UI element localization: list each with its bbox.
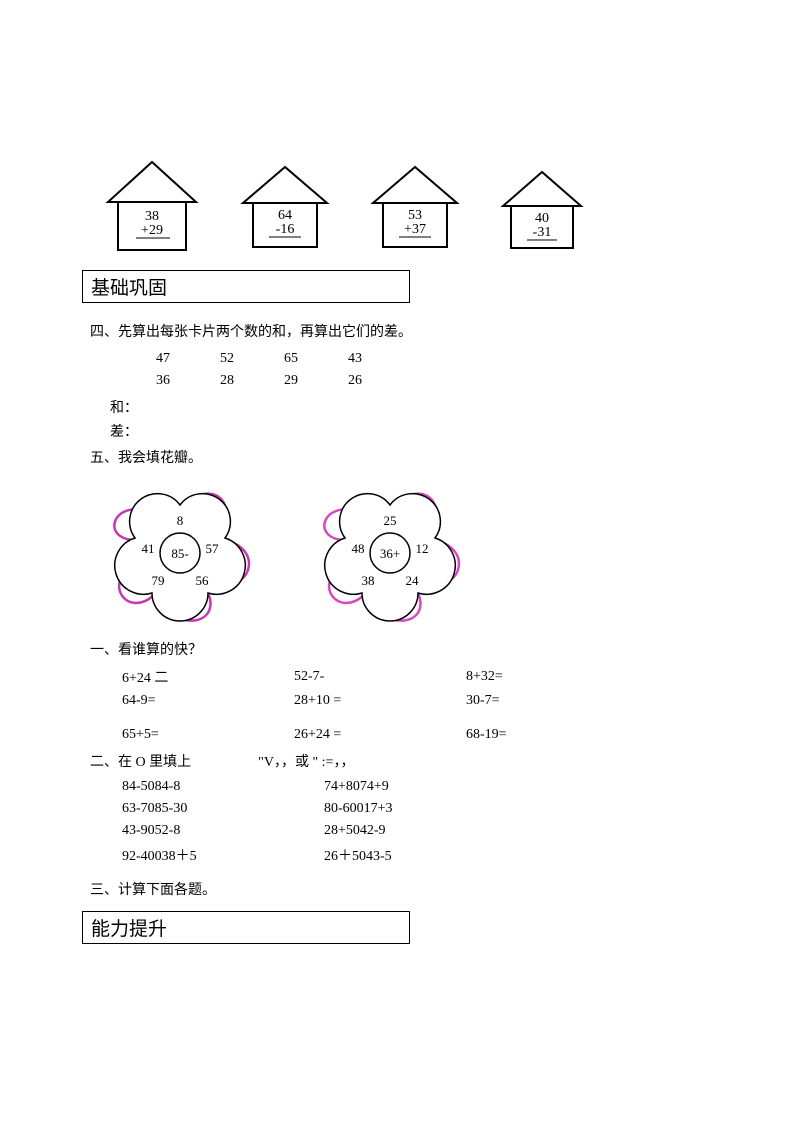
house-3: 53 +37 [365, 165, 465, 260]
problem-2-title-b: "V，，或 " :=，， [258, 755, 354, 770]
house-4: 40 -31 [495, 170, 590, 260]
section-2-title: 能力提升 [82, 911, 410, 944]
flower-1: 85- 8 57 56 79 41 [90, 473, 270, 633]
cell: 43-9052-8 [122, 821, 322, 841]
problem-4-title: 四、先算出每张卡片两个数的和，再算出它们的差。 [90, 321, 703, 341]
house-1-top: 38 [145, 209, 159, 224]
problem-5-title: 五、我会填花瓣。 [90, 447, 703, 467]
table-row: 64-9= 28+10 = 30-7= [122, 691, 636, 711]
table-row: 92-40038＋526＋5043-5 [122, 843, 524, 867]
cell: 65 [260, 349, 322, 369]
table-row: 63-7085-3080-60017+3 [122, 799, 524, 819]
problem-2-title: 二、在 O 里填上 "V，，或 " :=，， [90, 751, 703, 771]
petal: 8 [177, 513, 184, 528]
cell: 6+24 二 [122, 665, 292, 689]
petal: 79 [152, 573, 165, 588]
cell: 26＋5043-5 [324, 843, 524, 867]
cell: 47 [132, 349, 194, 369]
cell: 65+5= [122, 725, 292, 745]
house-4-top: 40 [535, 211, 549, 226]
cell: 80-60017+3 [324, 799, 524, 819]
petal: 25 [384, 513, 397, 528]
problem-2-grid: 84-5084-874+8074+9 63-7085-3080-60017+3 … [120, 775, 526, 869]
cell: 52 [196, 349, 258, 369]
problem-3-title: 三、计算下面各题。 [90, 879, 703, 899]
cell: 28 [196, 371, 258, 391]
cell: 43 [324, 349, 386, 369]
petal: 12 [416, 541, 429, 556]
cell: 84-5084-8 [122, 777, 322, 797]
table-row: 65+5= 26+24 = 68-19= [122, 725, 636, 745]
table-row: 84-5084-874+8074+9 [122, 777, 524, 797]
cell: 30-7= [466, 691, 636, 711]
section-1-title: 基础巩固 [82, 270, 410, 303]
cell: 68-19= [466, 725, 636, 745]
table-row: 6+24 二 52-7- 8+32= [122, 665, 636, 689]
cell: 52-7- [294, 665, 464, 689]
cell: 8+32= [466, 665, 636, 689]
flower-2: 36+ 25 12 24 38 48 [300, 473, 480, 633]
cell: 26+24 = [294, 725, 464, 745]
house-3-bottom: +37 [404, 222, 426, 237]
cell: 64-9= [122, 691, 292, 711]
house-2-top: 64 [278, 208, 292, 223]
table-row: 47 52 65 43 [132, 349, 386, 369]
house-1-bottom: +29 [141, 223, 163, 238]
petal: 24 [406, 573, 420, 588]
cell: 28+10 = [294, 691, 464, 711]
problem-1-title: 一、看谁算的快？ [90, 639, 703, 659]
cell: 29 [260, 371, 322, 391]
problem-2-title-a: 二、在 O 里填上 [90, 755, 191, 770]
petal: 41 [142, 541, 155, 556]
petal: 57 [206, 541, 220, 556]
problem-4-table: 47 52 65 43 36 28 29 26 [130, 347, 388, 393]
flower-1-center: 85- [171, 546, 188, 561]
problem-1-grid: 6+24 二 52-7- 8+32= 64-9= 28+10 = 30-7= 6… [120, 663, 638, 747]
house-4-bottom: -31 [533, 225, 552, 240]
cell: 63-7085-30 [122, 799, 322, 819]
flowers-row: 85- 8 57 56 79 41 [90, 473, 703, 633]
diff-label: 差： [110, 421, 703, 441]
table-row: 43-9052-828+5042-9 [122, 821, 524, 841]
cell: 28+5042-9 [324, 821, 524, 841]
cell: 26 [324, 371, 386, 391]
cell: 92-40038＋5 [122, 843, 322, 867]
house-2: 64 -16 [235, 165, 335, 260]
sum-label: 和： [110, 397, 703, 417]
house-2-bottom: -16 [276, 222, 295, 237]
flower-2-center: 36+ [380, 546, 400, 561]
cell: 36 [132, 371, 194, 391]
petal: 48 [352, 541, 365, 556]
house-1: 38 +29 [100, 160, 205, 260]
cell: 74+8074+9 [324, 777, 524, 797]
table-row: 36 28 29 26 [132, 371, 386, 391]
house-3-top: 53 [408, 208, 422, 223]
petal: 56 [196, 573, 210, 588]
houses-row: 38 +29 64 -16 53 +37 40 -31 [100, 160, 703, 260]
petal: 38 [362, 573, 375, 588]
